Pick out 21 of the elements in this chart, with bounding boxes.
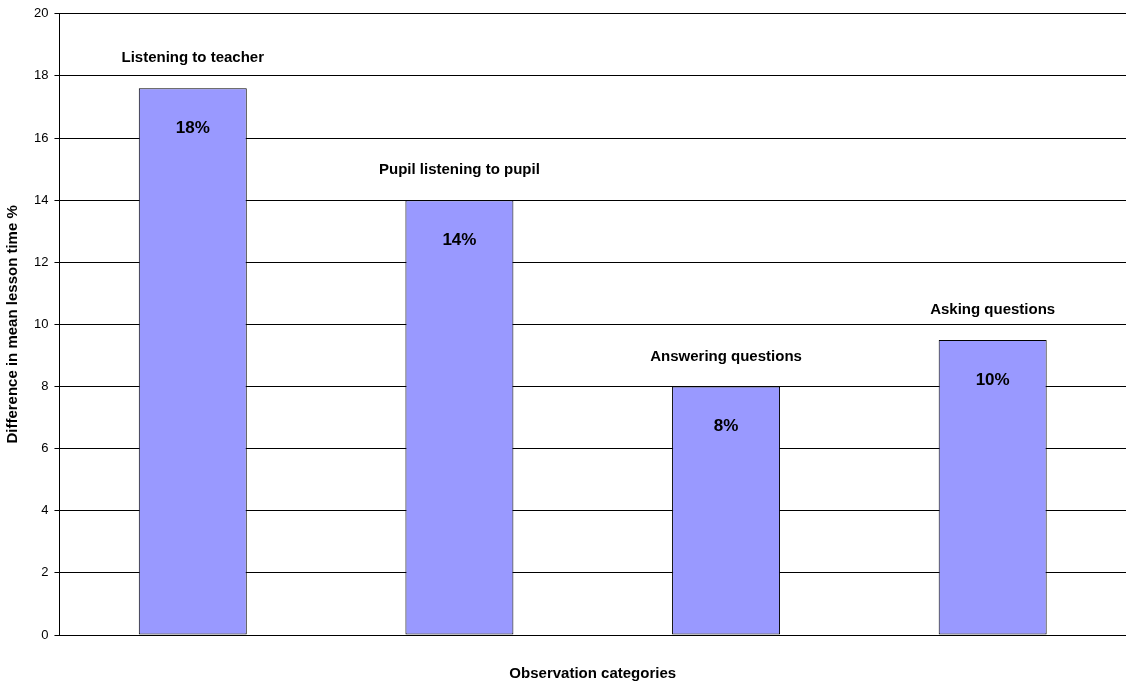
data-label: 10% [975,369,1010,389]
y-tick-label: 18 [33,67,49,83]
y-tick-label: 14 [33,191,49,207]
x-tick-label: Asking questions [930,299,1056,317]
y-tick-label: 12 [33,253,49,269]
y-tick-label: 6 [41,440,49,456]
y-tick-label: 8 [41,378,49,394]
data-label: 18% [175,118,210,138]
y-tick-label: 0 [41,626,49,642]
y-tick-label: 2 [41,564,49,580]
y-tick-label: 10 [33,315,49,331]
y-tick-label: 16 [33,129,49,145]
y-tick-label: 20 [33,5,49,21]
y-axis-title: Difference in mean lesson time % [3,205,21,444]
x-tick-label: Listening to teacher [121,48,265,66]
data-label: 8% [713,416,739,436]
x-axis-title: Observation categories [509,664,677,682]
y-tick-label: 4 [41,502,49,518]
x-tick-label: Answering questions [650,346,802,364]
x-tick-label: Pupil listening to pupil [379,160,540,178]
data-label: 14% [442,229,477,249]
